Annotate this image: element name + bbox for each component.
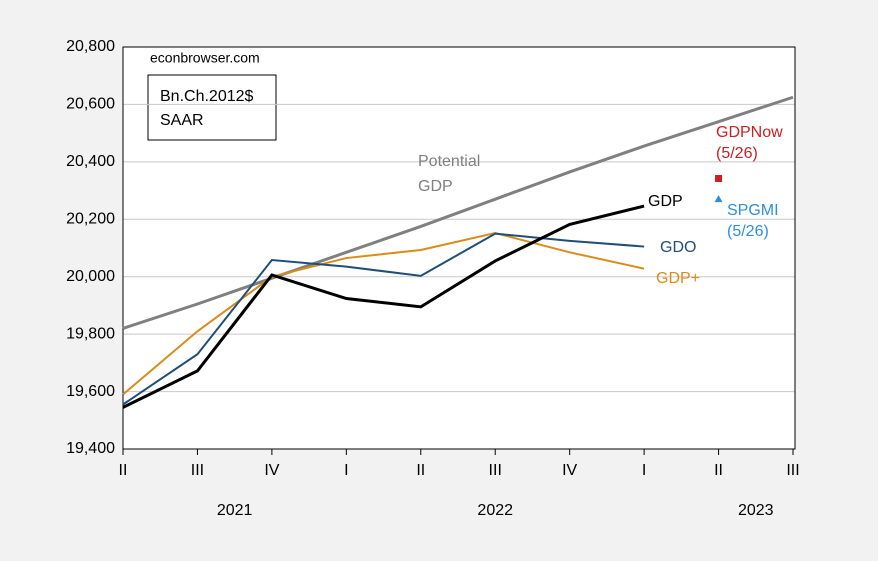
units-label: SAAR — [160, 112, 204, 129]
point-marker — [714, 195, 723, 203]
point-label: (5/26) — [727, 223, 769, 240]
plot-frame — [122, 46, 796, 450]
units-label: Bn.Ch.2012$ — [160, 88, 254, 105]
x-tick-label: III — [786, 462, 799, 479]
y-tick-label: 19,800 — [66, 325, 115, 342]
series-line — [122, 232, 645, 396]
x-group-label: 2021 — [217, 502, 253, 519]
x-tick-label: II — [416, 462, 425, 479]
y-tick-label: 20,800 — [66, 38, 115, 55]
point-label: (5/26) — [716, 145, 758, 162]
x-group-label: 2023 — [738, 502, 774, 519]
series-label: GDP — [648, 193, 683, 210]
x-tick-label: IV — [562, 462, 577, 479]
x-tick-label: I — [642, 462, 646, 479]
series-label: GDO — [660, 239, 696, 256]
y-tick-label: 20,000 — [66, 268, 115, 285]
x-tick-label: IV — [264, 462, 279, 479]
x-tick-label: III — [489, 462, 502, 479]
series-label: Potential — [418, 153, 480, 170]
x-tick-label: I — [344, 462, 348, 479]
x-tick-label: III — [191, 462, 204, 479]
x-group-label: 2022 — [477, 502, 513, 519]
source-note: econbrowser.com — [150, 50, 260, 66]
units-box — [147, 74, 277, 141]
y-tick-label: 19,400 — [66, 440, 115, 457]
y-tick-label: 19,600 — [66, 383, 115, 400]
y-tick-label: 20,200 — [66, 211, 115, 228]
y-tick-label: 20,600 — [66, 96, 115, 113]
series-label: GDP — [418, 178, 453, 195]
series-line — [122, 95, 794, 330]
series-line — [122, 232, 645, 406]
point-label: GDPNow — [716, 124, 783, 141]
x-tick-label: II — [714, 462, 723, 479]
series-line — [122, 204, 645, 409]
point-label: SPGMI — [727, 202, 779, 219]
point-marker — [715, 175, 723, 183]
x-tick-label: II — [119, 462, 128, 479]
y-tick-label: 20,400 — [66, 153, 115, 170]
series-label: GDP+ — [656, 270, 700, 287]
